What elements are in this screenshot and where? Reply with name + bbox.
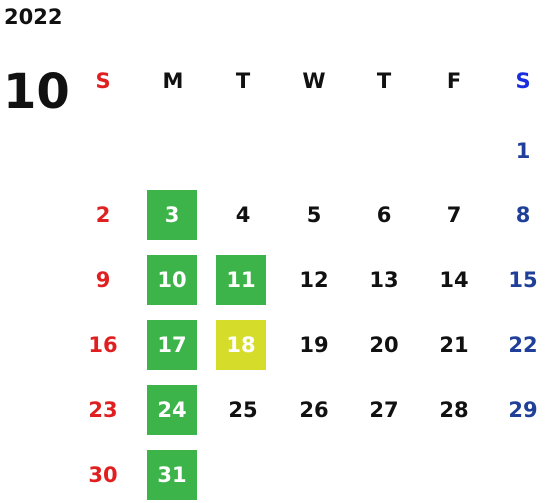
day-cell[interactable]: 12 — [299, 268, 329, 292]
day-cell[interactable]: 22 — [508, 333, 538, 357]
day-cell[interactable]: 25 — [228, 398, 258, 422]
day-cell[interactable]: 1 — [515, 139, 531, 163]
day-cell[interactable]: 15 — [508, 268, 538, 292]
day-cell[interactable]: 27 — [369, 398, 399, 422]
day-cell[interactable]: 16 — [88, 333, 118, 357]
day-cell-highlighted[interactable]: 18 — [216, 320, 266, 370]
weekday-thursday: T — [376, 69, 392, 93]
day-cell-highlighted[interactable]: 10 — [147, 255, 197, 305]
day-cell-highlighted[interactable]: 31 — [147, 450, 197, 500]
day-cell[interactable]: 4 — [235, 203, 251, 227]
day-cell[interactable]: 19 — [299, 333, 329, 357]
day-cell[interactable]: 9 — [95, 268, 111, 292]
weekday-tuesday: T — [235, 69, 251, 93]
day-cell[interactable]: 28 — [439, 398, 469, 422]
day-cell[interactable]: 13 — [369, 268, 399, 292]
day-cell[interactable]: 7 — [446, 203, 462, 227]
day-cell[interactable]: 29 — [508, 398, 538, 422]
day-cell[interactable]: 5 — [306, 203, 322, 227]
weekday-wednesday: W — [302, 69, 326, 93]
day-cell-highlighted[interactable]: 17 — [147, 320, 197, 370]
weekday-monday: M — [162, 69, 184, 93]
day-cell[interactable]: 21 — [439, 333, 469, 357]
weekday-saturday: S — [515, 69, 531, 93]
day-cell[interactable]: 26 — [299, 398, 329, 422]
day-cell[interactable]: 20 — [369, 333, 399, 357]
weekday-friday: F — [446, 69, 462, 93]
day-cell[interactable]: 14 — [439, 268, 469, 292]
day-cell[interactable]: 2 — [95, 203, 111, 227]
day-cell[interactable]: 23 — [88, 398, 118, 422]
day-cell[interactable]: 6 — [376, 203, 392, 227]
day-cell-highlighted[interactable]: 11 — [216, 255, 266, 305]
weekday-sunday: S — [95, 69, 111, 93]
year-label: 2022 — [4, 5, 63, 29]
day-cell-highlighted[interactable]: 3 — [147, 190, 197, 240]
day-cell[interactable]: 8 — [515, 203, 531, 227]
month-label: 10 — [3, 64, 70, 120]
day-cell[interactable]: 30 — [88, 463, 118, 487]
day-cell-highlighted[interactable]: 24 — [147, 385, 197, 435]
